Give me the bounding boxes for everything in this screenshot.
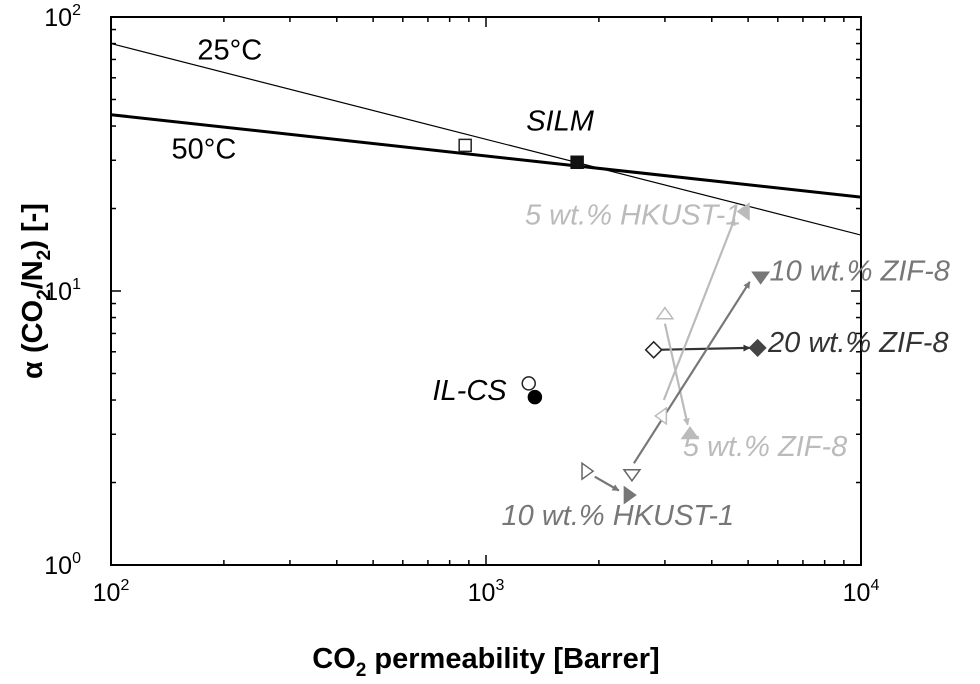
- annotation: 20 wt.% ZIF-8: [767, 327, 949, 359]
- x-axis-title: CO2 permeability [Barrer]: [312, 643, 659, 681]
- annotation: 5 wt.% ZIF-8: [683, 431, 847, 463]
- data-points: [458, 138, 771, 505]
- data-point-tri-right: [581, 461, 595, 481]
- data-point-tri-left: [653, 406, 668, 426]
- annotation: 10 wt.% HKUST-1: [502, 500, 735, 532]
- fit-lines: [111, 42, 861, 236]
- data-point-diamond: [644, 340, 663, 359]
- y-tick-label: 101: [44, 276, 81, 306]
- data-point-tri-right: [623, 485, 637, 505]
- annotations: 25°C 50°C SILM IL-CS 5 wt.% HKUST-1 10 wt.% Z…: [172, 34, 950, 532]
- data-point-tri-up: [680, 426, 700, 440]
- data-point-tri-up: [655, 306, 675, 320]
- transition-arrow: [632, 281, 751, 464]
- annotation: 10 wt.% ZIF-8: [769, 256, 950, 288]
- data-point-square: [570, 155, 584, 170]
- data-point-square: [458, 138, 472, 153]
- plot-frame: [110, 16, 862, 566]
- annotation: 50°C: [172, 133, 237, 165]
- x-tick-label: 102: [93, 577, 130, 607]
- data-point-circle: [527, 389, 543, 405]
- transition-arrow: [594, 475, 620, 492]
- transition-arrow: [656, 344, 751, 352]
- data-point-tri-down: [622, 468, 642, 483]
- transition-arrow: [663, 323, 690, 426]
- fit-line: [111, 42, 861, 236]
- x-tick-label: 104: [843, 577, 880, 607]
- annotation: 25°C: [197, 34, 262, 66]
- transition-arrows: [594, 218, 751, 492]
- annotation: SILM: [526, 106, 595, 138]
- data-point-tri-left: [736, 202, 750, 221]
- transition-arrow: [662, 218, 736, 401]
- fit-line: [111, 113, 861, 199]
- axis-tick-labels: 102 103 104 100 101 102: [44, 2, 879, 607]
- y-tick-label: 102: [44, 2, 81, 32]
- x-tick-label: 103: [468, 577, 505, 607]
- axis-ticks: [110, 16, 862, 566]
- annotation: 5 wt.% HKUST-1: [525, 199, 742, 231]
- data-point-diamond: [748, 338, 767, 357]
- annotation: IL-CS: [432, 375, 507, 407]
- data-point-circle: [521, 376, 536, 391]
- data-point-tri-down: [751, 271, 771, 285]
- y-axis-title: α (CO2/N2) [-]: [17, 203, 55, 379]
- y-tick-label: 100: [44, 550, 81, 580]
